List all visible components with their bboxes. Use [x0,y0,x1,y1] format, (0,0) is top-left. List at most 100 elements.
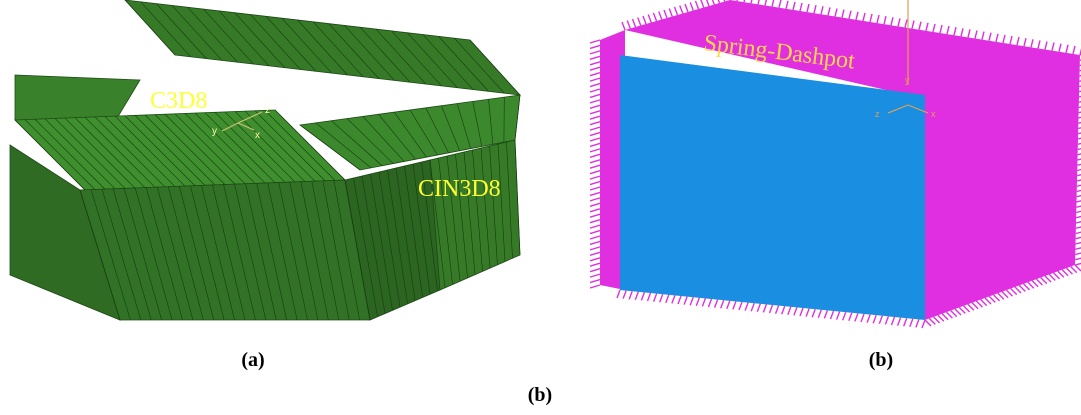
spring-element [757,0,760,5]
mesh-line [455,153,468,278]
mesh-line [168,186,204,321]
spring-element [732,301,737,310]
spring-element [1031,280,1039,288]
spring-element [932,23,936,33]
spring-element [988,32,992,41]
spring-element [787,306,792,316]
spring-element [750,0,753,4]
spring-element [646,292,652,302]
spring-element [1078,121,1081,124]
mesh-line [344,25,395,81]
mesh-line [201,185,235,321]
spring-element [1027,281,1035,289]
spring-element [665,294,670,304]
spring-element [589,39,601,44]
spring-element [589,99,601,104]
mesh-line [328,23,380,79]
mesh-line [289,182,319,321]
spring-element [883,16,887,25]
spring-element [866,314,871,323]
mesh-line [123,188,162,321]
spring-element [981,31,985,40]
mesh-line [331,120,383,166]
spring-element [792,1,796,11]
mesh-line [179,186,215,321]
mesh-line [346,118,394,164]
spring-element [647,14,652,23]
mesh-line [311,181,340,321]
mesh-line [124,0,176,56]
spring-element [841,9,845,18]
mesh-line [361,175,386,314]
mesh-line [438,36,489,92]
mesh-line [297,19,348,76]
spring-element [909,318,914,328]
spring-element [589,110,601,115]
spring-element [589,159,601,164]
spring-element [589,126,601,131]
spring-element [717,0,721,4]
mesh-line [441,105,460,151]
box-front-face [620,55,925,320]
mesh-line [387,169,408,304]
spring-element [1023,38,1027,47]
spring-element [637,17,642,26]
spring-element [950,310,958,318]
spring-element [1078,116,1081,119]
spring-element [806,3,810,13]
spring-element [1077,137,1081,140]
spring-element [1077,153,1081,156]
spring-element [589,55,601,61]
spring-element [1078,127,1081,130]
spring-element [589,273,601,278]
spring-element [589,191,601,197]
spring-element [862,12,866,22]
spring-element [589,77,601,82]
mesh-line [425,107,449,153]
spring-element [1070,266,1078,274]
spring-element [827,7,831,16]
box-top-face [625,0,1080,100]
spring-element [878,315,883,325]
mesh-line [203,8,254,65]
spring-element [589,235,601,240]
spring-element [785,0,789,9]
spring-element [589,50,601,55]
spring-element [799,307,804,317]
mesh-line [360,27,411,83]
spring-element [869,13,873,23]
mesh-line [156,3,207,59]
mesh-line [223,184,256,321]
spring-element [928,317,936,325]
spring-element [589,137,601,142]
mesh-line [333,180,360,321]
spring-element [679,5,684,14]
spring-element [896,317,902,326]
spring-element [890,316,896,326]
mesh-line [446,155,461,282]
mesh-line [94,116,166,188]
spring-element [589,229,601,235]
spring-element [726,300,731,310]
spring-element [589,224,601,229]
mesh-line [244,110,316,182]
spring-element [642,15,647,25]
mesh-line [370,173,393,311]
spring-element [768,304,774,314]
mesh-line [134,187,173,321]
spring-element [925,22,929,31]
spring-element [589,71,601,77]
spring-element [805,308,810,317]
mesh-line [234,111,306,182]
spring-element [1051,42,1055,51]
figure-caption: (b) [527,384,553,406]
spring-element [876,14,880,24]
axis-z-label-b: z [875,109,880,119]
spring-element [1053,272,1061,280]
mesh-line [154,114,226,185]
mesh-line [194,112,266,184]
spring-element [668,8,673,17]
axis-z-line [237,111,263,124]
spring-element [781,305,786,315]
spring-element [622,290,627,299]
